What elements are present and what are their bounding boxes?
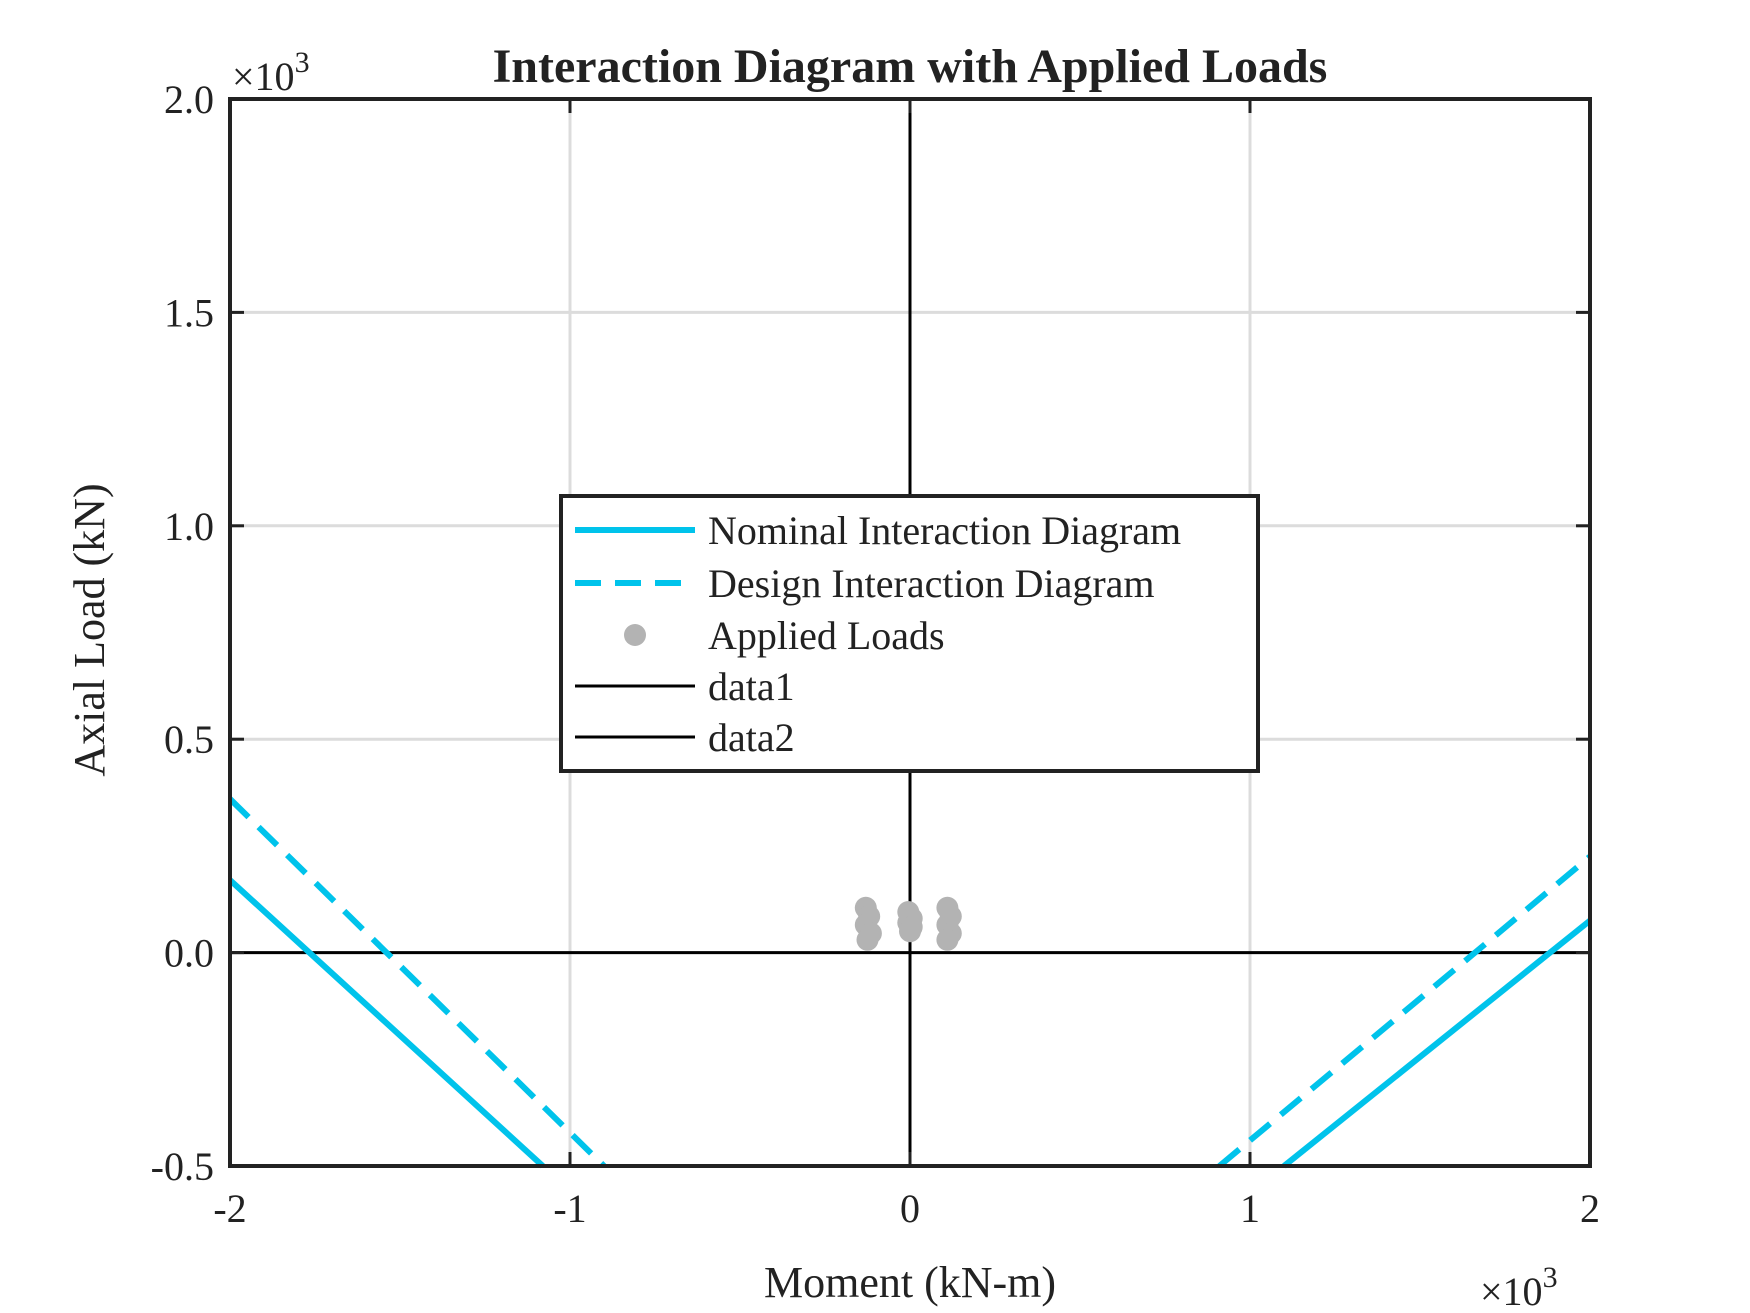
- y-exponent-label: ×103: [232, 46, 310, 99]
- x-tick-label: 2: [1580, 1186, 1600, 1231]
- x-tick-label: 1: [1240, 1186, 1260, 1231]
- y-tick-label: 2.0: [164, 77, 214, 122]
- y-tick-label: -0.5: [151, 1144, 214, 1189]
- design-interaction-diagram-line: [1217, 854, 1592, 1169]
- legend-label-design: Design Interaction Diagram: [708, 561, 1155, 606]
- legend-label-applied: Applied Loads: [708, 613, 945, 658]
- y-tick-label: 0.5: [164, 717, 214, 762]
- x-tick-label: -2: [213, 1186, 246, 1231]
- legend-label-data1: data1: [708, 664, 795, 709]
- legend-box: [559, 494, 1260, 773]
- x-exponent-label: ×103: [1480, 1261, 1558, 1313]
- y-tick-label: 0.0: [164, 931, 214, 976]
- y-tick-label: 1.5: [164, 290, 214, 335]
- x-axis-label: Moment (kN-m): [764, 1258, 1056, 1307]
- legend-label-nominal: Nominal Interaction Diagram: [708, 508, 1181, 553]
- x-tick-label: -1: [553, 1186, 586, 1231]
- legend-label-data2: data2: [708, 715, 795, 760]
- chart-title: Interaction Diagram with Applied Loads: [493, 40, 1328, 93]
- plot-area: [227, 796, 1592, 1169]
- nominal-interaction-diagram-line: [1282, 918, 1592, 1169]
- nominal-interaction-diagram-line: [227, 877, 545, 1169]
- y-axis-label: Axial Load (kN): [65, 483, 114, 776]
- applied-load-point: [856, 928, 879, 951]
- x-tick-label: 0: [900, 1186, 920, 1231]
- legend: Nominal Interaction Diagram Design Inter…: [559, 494, 1260, 773]
- design-interaction-diagram-line: [227, 796, 607, 1169]
- legend-swatch-applied: [624, 624, 646, 646]
- applied-load-point: [899, 920, 921, 943]
- y-tick-label: 1.0: [164, 504, 214, 549]
- applied-load-point: [936, 928, 959, 951]
- ticks: -2 -1 0 1 2 -0.5 0.0 0.5 1.0 1.5 2.0: [151, 77, 1600, 1231]
